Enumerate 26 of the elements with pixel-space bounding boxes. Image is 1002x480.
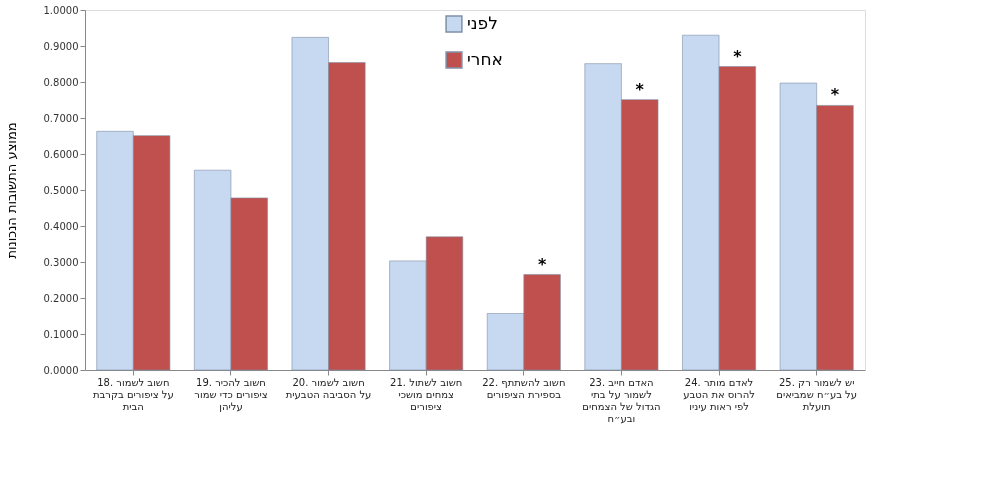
y-tick-label: 0.7000 xyxy=(43,112,79,124)
legend-label: לפני xyxy=(467,13,498,33)
y-tick-label: 0.8000 xyxy=(43,76,79,88)
y-tick-label: 0.1000 xyxy=(43,328,79,340)
annotation: * xyxy=(830,85,840,105)
x-tick-label: 21. חשוב לשתול צמחים מושכי ציפורים xyxy=(390,376,463,412)
x-tick-label: 23. האדם חייב לשמור על בתי הגדול של הצמחים ובע״ח xyxy=(582,376,661,424)
y-tick-label: 0.6000 xyxy=(43,148,79,160)
x-tick-label: 20. חשוב לשמור על הסביבה הטבעית xyxy=(285,376,372,400)
x-tick-label: 22. חשוב להשתתף בספירת הציפורים xyxy=(482,376,566,400)
x-tick-label: 18. חשוב לשמור על ציפורים בקרבת הבית xyxy=(92,376,174,412)
y-tick-label: 0.9000 xyxy=(43,40,79,52)
x-tick-label: 19. חשוב להכיר ציפורים כדי שמור עליהן xyxy=(194,376,268,412)
y-tick-label: 1.0000 xyxy=(43,4,79,16)
y-tick-label: 0.4000 xyxy=(43,220,79,232)
y-tick-label: 0.2000 xyxy=(43,292,79,304)
y-tick-label: 0.3000 xyxy=(43,256,79,268)
legend-label: אחרי xyxy=(467,49,503,69)
annotation: * xyxy=(537,254,547,274)
annotation: * xyxy=(733,46,743,66)
y-tick-label: 0.0000 xyxy=(43,364,79,376)
x-tick-label: 25. יש לשמור רק על בע״ח שמביאים תועלת xyxy=(776,376,858,412)
y-tick-label: 0.5000 xyxy=(43,184,79,196)
y-axis-title: ממוצע התשובות הנכונות xyxy=(3,122,19,259)
annotation: * xyxy=(635,79,645,99)
x-tick-label: 24. לאדם מותר להרוס את הטבע לפי ראות עיניו xyxy=(683,376,755,412)
